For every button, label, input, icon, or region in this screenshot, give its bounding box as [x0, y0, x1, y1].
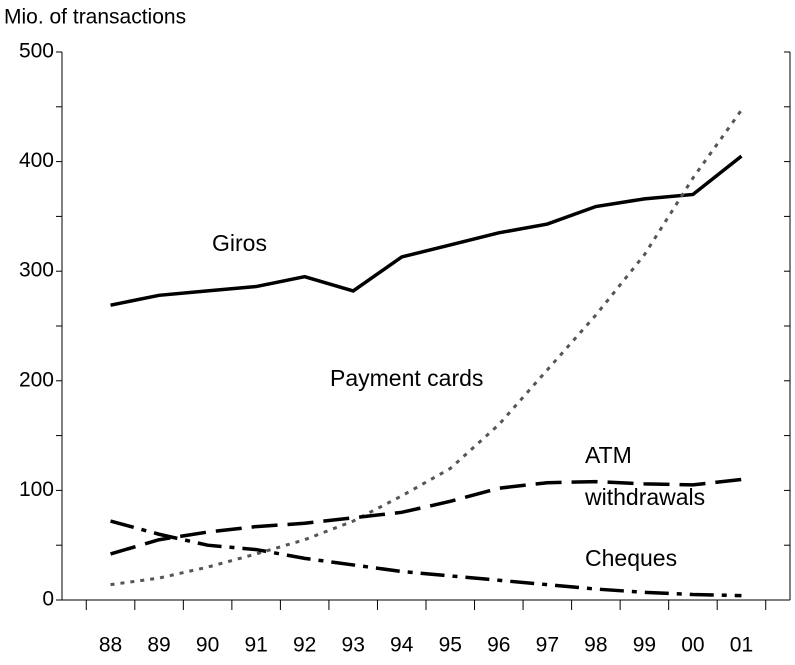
x-tick-label: 91	[244, 634, 267, 657]
y-tick-label: 0	[42, 588, 54, 611]
x-tick-label: 01	[730, 634, 753, 657]
x-tick-label: 96	[487, 634, 510, 657]
y-tick-label: 300	[19, 259, 54, 282]
x-tick-label: 92	[293, 634, 316, 657]
x-tick-label: 98	[584, 634, 607, 657]
series-line	[110, 154, 743, 307]
x-tick-label: 90	[196, 634, 219, 657]
series-label: ATM withdrawals	[585, 442, 706, 510]
x-tick-label: 89	[147, 634, 170, 657]
x-tick-label: 99	[633, 634, 656, 657]
y-tick-label: 200	[19, 368, 54, 391]
y-axis-label: Mio. of transactions	[4, 6, 186, 29]
x-tick-label: 97	[536, 634, 559, 657]
x-tick-label: 93	[342, 634, 365, 657]
x-tick-label: 00	[681, 634, 704, 657]
series-label: Payment cards	[330, 365, 484, 391]
y-tick-label: 100	[19, 478, 54, 501]
x-tick-label: 94	[390, 634, 414, 657]
x-tick-label: 88	[99, 634, 122, 657]
series-label: Giros	[212, 230, 267, 256]
series-label: Cheques	[585, 545, 678, 571]
x-tick-label: 95	[439, 634, 462, 657]
y-tick-label: 500	[19, 40, 54, 63]
series-line	[110, 519, 742, 598]
y-tick-label: 400	[19, 149, 54, 172]
